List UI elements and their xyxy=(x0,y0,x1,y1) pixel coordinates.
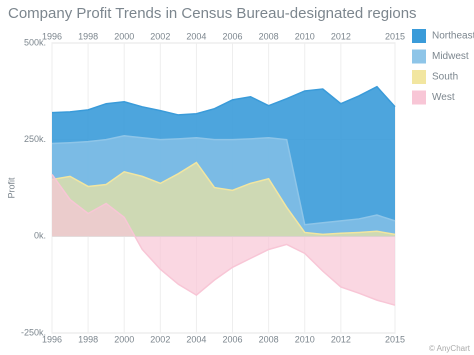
y-tick-label: -250k. xyxy=(21,327,46,337)
area-line xyxy=(51,174,396,306)
x-tick-label: 2002 xyxy=(150,334,170,344)
legend-label: Northeast xyxy=(432,31,474,42)
legend-swatch xyxy=(412,29,426,43)
x-tick-label: 2015 xyxy=(385,334,405,344)
x-tick-label: 2000 xyxy=(114,334,134,344)
x-tick-label: 2004 xyxy=(186,31,206,41)
y-tick-label: 250k. xyxy=(24,134,46,144)
legend-swatch xyxy=(412,90,426,105)
x-tick-label: 2004 xyxy=(186,334,206,344)
x-tick-label: 2006 xyxy=(223,31,243,41)
x-tick-label: 2008 xyxy=(259,31,279,41)
x-tick-label: 2012 xyxy=(331,31,351,41)
area-line xyxy=(51,161,396,236)
y-tick-label: 500k. xyxy=(24,37,46,47)
x-tick-label: 2010 xyxy=(295,334,315,344)
area xyxy=(52,162,395,237)
x-tick-label: 2012 xyxy=(331,334,351,344)
y-tick-label: 0k. xyxy=(34,231,46,241)
credits: © AnyChart xyxy=(429,344,471,353)
legend-label: Midwest xyxy=(432,51,469,62)
x-tick-label: 2015 xyxy=(385,31,405,41)
area-line xyxy=(51,135,396,226)
x-tick-label: 1998 xyxy=(78,334,98,344)
x-tick-label: 2000 xyxy=(114,31,134,41)
legend-swatch xyxy=(412,70,426,84)
x-tick-label: 2002 xyxy=(150,31,170,41)
area-line xyxy=(51,85,396,116)
legend: Northeast Midwest South West xyxy=(412,29,474,105)
x-tick-label: 1996 xyxy=(42,334,62,344)
y-axis-title: Profit xyxy=(6,177,16,199)
legend-label: West xyxy=(432,92,455,103)
legend-swatch xyxy=(412,49,426,64)
x-tick-label: 2006 xyxy=(223,334,243,344)
x-tick-label: 1996 xyxy=(42,31,62,41)
x-tick-label: 2008 xyxy=(259,334,279,344)
x-tick-label: 1998 xyxy=(78,31,98,41)
x-tick-label: 2010 xyxy=(295,31,315,41)
area xyxy=(52,174,395,306)
legend-label: South xyxy=(432,72,458,83)
chart-title: Company Profit Trends in Census Bureau-d… xyxy=(8,5,417,22)
